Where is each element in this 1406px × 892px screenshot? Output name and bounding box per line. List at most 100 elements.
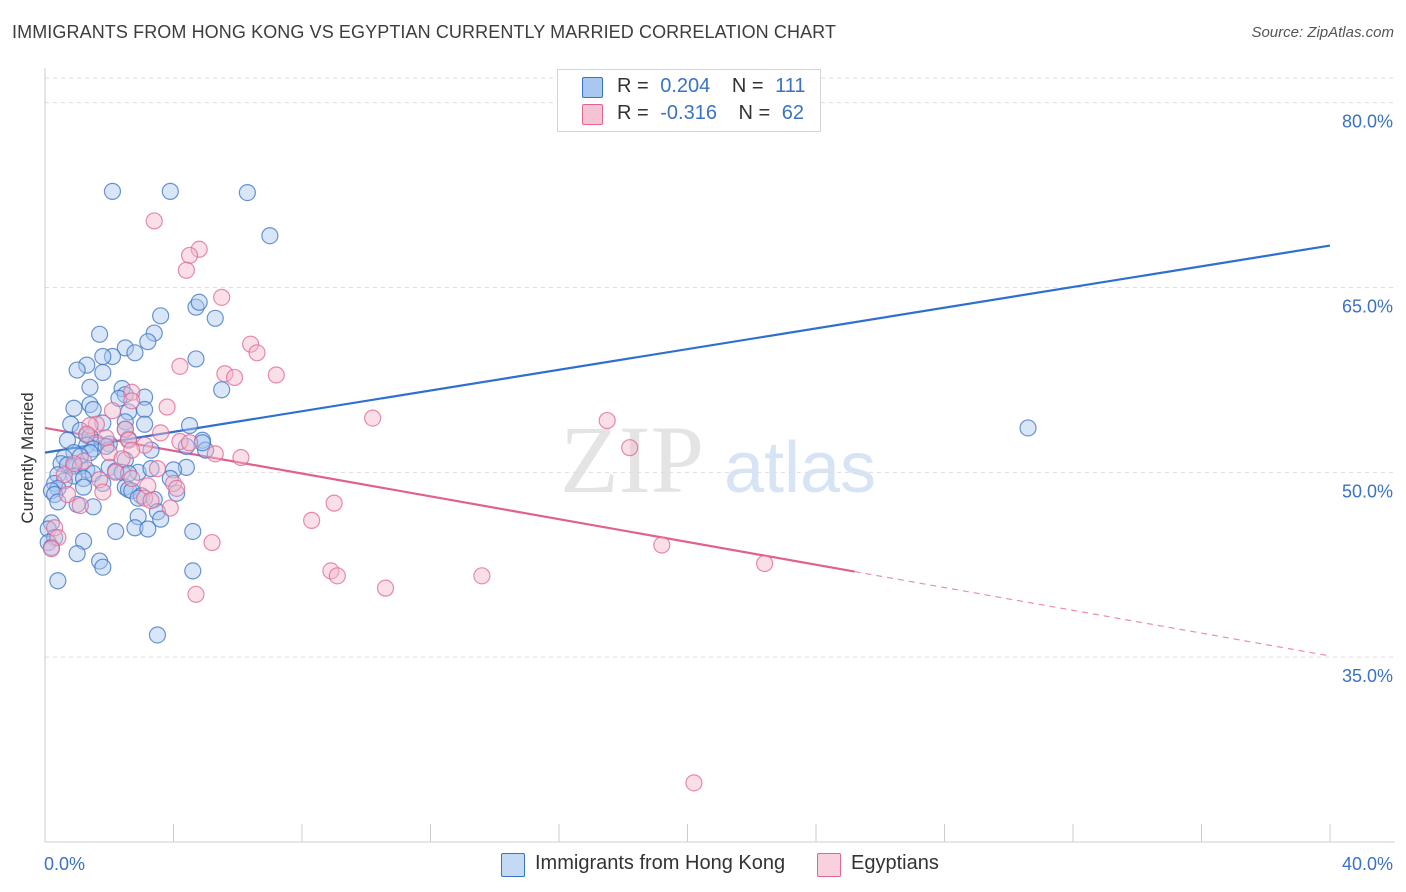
egyptian-point [190,240,208,258]
hong-kong-point [148,626,167,644]
egyptian-point [94,483,112,501]
egyptian-point [145,212,163,230]
legend-r-value: -0.316 [660,102,717,124]
hong-kong-point [206,309,224,327]
x-tick-label: 0.0% [44,854,85,874]
egyptian-point [180,434,199,452]
hong-kong-point [126,344,144,362]
hong-kong-point [161,182,179,200]
egyptian-point [135,436,154,454]
hong-kong-point [116,413,134,431]
hong-kong-point [126,519,144,537]
legend-n-value: 62 [781,102,805,124]
egyptian-point [107,463,125,481]
hong-kong-point [152,307,170,325]
egyptian-point [97,429,115,447]
hong-kong-point [142,460,160,478]
egyptian-point [168,479,186,497]
hong-kong-point [139,333,157,351]
hong-kong-point [177,458,195,476]
y-axis-label: Currently Married [18,392,37,524]
egyptian-point [152,424,170,442]
hong-kong-point [129,508,147,526]
hong-kong-point [52,455,70,473]
egyptian-point [213,288,231,306]
egyptian-point [42,540,61,558]
source-label: Source: ZipAtlas.com [1251,24,1394,41]
legend-label: Egyptians [851,852,939,874]
egyptian-point [123,383,141,401]
legend-r-label: R = [617,75,649,97]
hong-kong-point [74,478,93,496]
hong-kong-point [187,350,205,368]
hong-kong-point [116,339,134,357]
correlation-legend: R = 0.204 N = 111 R = -0.316 N = 62 [557,69,821,132]
legend-n-value: 111 [775,75,806,97]
egyptian-point [621,439,639,457]
egyptian-point [303,511,321,529]
chart-title: IMMIGRANTS FROM HONG KONG VS EGYPTIAN CU… [12,22,837,42]
hong-kong-point [238,184,256,202]
egyptian-point [46,519,64,537]
egyptian-point [242,335,260,353]
hong-kong-point [78,356,96,374]
hong-kong-point [190,293,208,311]
legend-n-label: N = [731,75,764,97]
hong-kong-point [81,378,99,396]
grid-lines [45,77,1395,658]
hong-kong-point [91,325,109,343]
hong-kong-point [94,347,112,366]
egyptian-point [123,392,141,410]
egyptian-point [71,496,89,515]
hong-kong-point [107,522,125,541]
egyptian-point [328,567,346,585]
hong-kong-point [132,487,150,505]
egyptian-point [598,411,616,430]
egyptian-point [116,420,134,438]
legend-swatch-blue [582,77,603,98]
egyptian-point [232,448,250,467]
hong-kong-point [261,227,279,245]
hong-kong-point [1019,419,1037,437]
hong-kong-point [62,415,80,433]
axes [44,68,1395,843]
egyptian-point [755,554,774,573]
hong-kong-point [119,464,138,483]
x-tick-label: 40.0% [1342,854,1393,874]
egyptian-point [177,261,195,279]
hong-kong-point [65,399,83,417]
hong-kong-point [135,388,154,406]
egyptian-point [180,246,199,265]
y-tick-label: 80.0% [1342,112,1393,132]
egyptian-point [267,366,285,384]
egyptian-point [164,474,183,493]
hong-kong-point [213,381,231,399]
egyptian-point [364,409,382,427]
hong-kong-point [139,520,157,538]
egyptian-point [685,774,703,792]
hong-kong-point [94,558,112,576]
egyptian-point [58,485,77,504]
egyptian-point [653,536,671,554]
tick-labels: 35.0% 50.0% 65.0% 80.0% 0.0% 40.0% [44,112,1393,874]
y-tick-label: 35.0% [1342,666,1393,686]
legend-swatch-pink [817,853,841,877]
hong-kong-point [94,363,112,382]
legend-n-label: N = [738,102,771,124]
hong-kong-point [145,324,163,342]
egyptian-point [203,533,221,552]
egyptian-point [103,402,122,420]
watermark-zip: ZIP [560,406,704,513]
egyptian-point [376,579,395,597]
hong-kong-point [68,545,86,563]
egyptian-point [142,492,160,510]
legend-r-label: R = [617,102,649,124]
hong-kong-point [184,522,202,541]
egyptian-point [158,398,176,416]
hong-kong-point [68,361,86,379]
egyptian-point [473,567,491,585]
trend-line-egyptians-extrapolated [854,570,1331,657]
egyptian-point [171,357,189,375]
egyptian-point [123,469,141,488]
watermark-atlas: atlas [724,428,876,508]
